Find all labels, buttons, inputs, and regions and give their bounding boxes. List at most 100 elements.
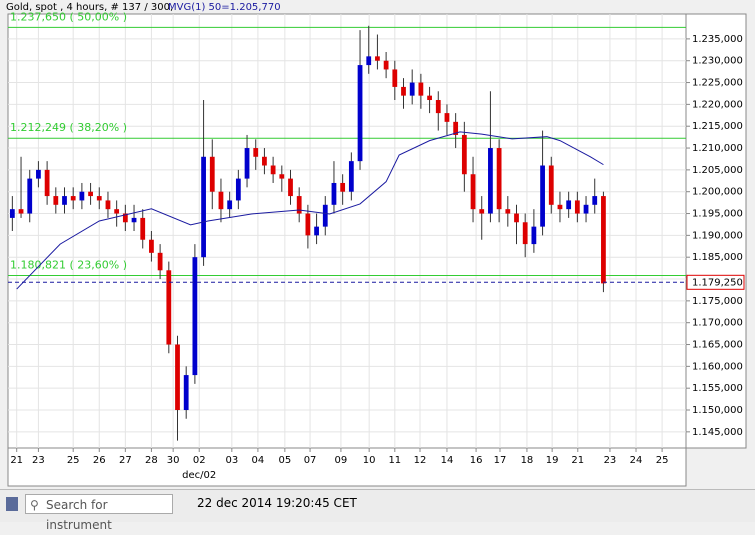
candle-body [122,213,128,223]
candle-body [488,148,493,214]
candle-body [27,178,33,214]
fib-level-label: 1.212,249 ( 38,20% ) [10,121,127,134]
x-tick-label: 25 [67,455,80,466]
status-bar: ⚲ Search for instrument 22 dec 2014 19:20… [0,489,755,532]
candle-body [375,56,380,61]
candle-body [574,200,580,214]
candle-body [496,148,502,210]
candle-body [262,156,267,166]
x-tick-label: 17 [494,455,507,466]
x-tick-label: 24 [630,455,643,466]
candle-body [157,252,163,271]
candle-body [209,156,215,192]
x-tick-label: 09 [335,455,348,466]
x-tick-label: 10 [363,455,376,466]
y-tick-label: 1.190,000 [692,230,743,241]
x-tick-label: 11 [388,455,401,466]
x-tick-label: 26 [93,455,106,466]
y-tick-label: 1.220,000 [692,99,743,110]
candle-body [601,196,606,284]
candle-body [583,204,589,214]
candle-body [105,200,111,210]
search-box[interactable]: ⚲ Search for instrument [25,494,173,532]
y-axis-area [685,13,747,449]
x-tick-label: 25 [656,455,669,466]
candle-body [418,82,424,96]
candle-body [479,209,485,214]
x-tick-label: 28 [145,455,158,466]
candle-body [96,196,102,201]
candle-body [322,204,328,227]
candle-body [453,121,459,135]
timestamp: 22 dec 2014 19:20:45 CET [197,496,357,510]
candle-body [79,191,85,201]
x-tick-label: 18 [521,455,534,466]
x-tick-label: 05 [278,455,291,466]
candle-body [305,213,311,236]
x-tick-label: 03 [225,455,238,466]
x-tick-label: 02 [193,455,206,466]
y-tick-label: 1.185,000 [692,252,743,263]
candle-body [183,375,189,411]
candle-body [131,217,137,223]
menu-icon[interactable] [6,497,18,511]
candle-body [9,209,15,218]
candle-body [192,257,198,376]
candle-body [540,165,545,227]
current-price-box [686,274,745,290]
candle-body [348,161,354,192]
x-tick-label: 21 [10,455,23,466]
candle-body [140,217,146,240]
y-tick-label: 1.200,000 [692,187,743,198]
y-tick-label: 1.165,000 [692,340,743,351]
current-price-label: 1.179,250 [692,277,743,288]
candle-body [427,95,432,101]
chart: Gold, spot , 4 hours, # 137 / 300, MVG(1… [6,2,747,487]
candle-body [531,226,537,245]
candle-body [296,196,302,214]
candle-body [444,113,450,122]
x-tick-label: 07 [304,455,317,466]
candle-body [235,178,241,201]
y-tick-label: 1.175,000 [692,296,743,307]
x-tick-label: 30 [167,455,180,466]
candle-body [522,222,528,245]
y-tick-label: 1.235,000 [692,34,743,45]
candle-body [53,196,59,205]
candle-body [44,169,50,197]
fib-level-label: 1.237,650 ( 50,00% ) [10,10,127,23]
candle-body [36,169,41,179]
candle-body [557,204,563,210]
x-tick-label: 27 [119,455,132,466]
x-tick-label: 23 [32,455,45,466]
y-tick-label: 1.160,000 [692,361,743,372]
candle-body [201,156,206,258]
candle-body [70,196,76,201]
x-tick-label: 19 [546,455,559,466]
candle-body [314,226,319,236]
plot-area [7,13,687,449]
y-tick-label: 1.205,000 [692,165,743,176]
x-sublabel: dec/02 [182,470,216,481]
candle-body [366,56,372,66]
candle-body [401,86,406,96]
y-tick-label: 1.195,000 [692,209,743,220]
indicator-label: MVG(1) 50=1.205,770 [168,2,281,13]
candle-body [383,60,389,70]
candle-body [62,196,67,205]
x-tick-label: 04 [252,455,265,466]
candle-body [253,148,259,157]
candle-body [218,191,224,210]
candle-body [18,209,24,214]
x-tick-label: 14 [441,455,454,466]
y-tick-label: 1.170,000 [692,318,743,329]
candle-body [244,148,250,179]
x-tick-label: 23 [604,455,617,466]
candle-body [357,65,363,162]
candle-body [114,209,120,214]
candle-body [505,209,511,214]
candle-body [227,200,233,210]
x-tick-label: 21 [571,455,584,466]
chart-header: Gold, spot , 4 hours, # 137 / 300, [6,2,173,13]
